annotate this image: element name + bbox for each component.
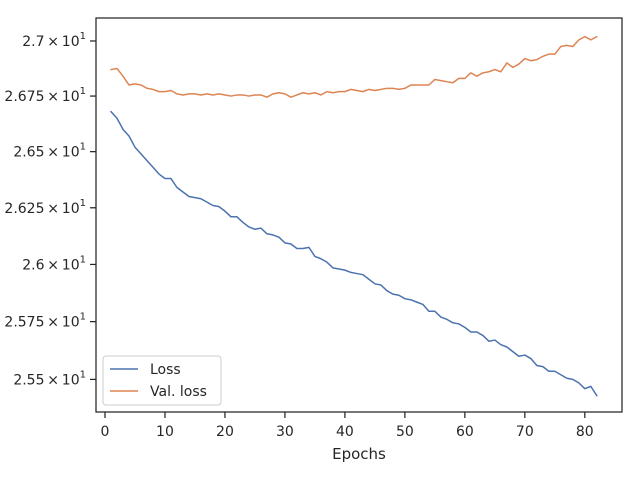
x-axis-ticks: 0 10 20 30 40 50 60 70 80: [101, 412, 594, 440]
x-tick-label: 40: [336, 424, 354, 440]
plot-frame: [95, 17, 623, 413]
legend: Loss Val. loss: [102, 355, 222, 406]
x-tick-label: 20: [216, 424, 234, 440]
y-tick-label: 2.625 × 101: [4, 198, 86, 217]
y-tick-label: 2.6 × 101: [22, 254, 86, 273]
y-tick-label: 2.65 × 101: [13, 142, 86, 161]
series-layer: [110, 35, 598, 397]
x-axis-label: Epochs: [332, 445, 386, 463]
y-axis-ticks: 2.55 × 101 2.575 × 101 2.6 × 101 2.625 × 10…: [4, 31, 96, 388]
x-tick-label: 30: [276, 424, 294, 440]
y-tick-label: 2.675 × 101: [4, 86, 86, 105]
x-tick-label: 10: [156, 424, 174, 440]
y-tick-label: 2.575 × 101: [4, 312, 86, 331]
x-tick-label: 80: [576, 424, 594, 440]
y-tick-label: 2.55 × 101: [13, 369, 86, 388]
y-tick-label: 2.7 × 101: [22, 31, 86, 50]
x-tick-label: 50: [396, 424, 414, 440]
x-tick-label: 60: [456, 424, 474, 440]
plot-background: [96, 18, 622, 412]
x-tick-label: 70: [516, 424, 534, 440]
series-line-val-loss: [110, 35, 598, 98]
legend-label: Val. loss: [150, 384, 207, 400]
legend-label: Loss: [150, 362, 181, 378]
series-line-loss: [110, 110, 598, 397]
x-tick-label: 0: [101, 424, 110, 440]
